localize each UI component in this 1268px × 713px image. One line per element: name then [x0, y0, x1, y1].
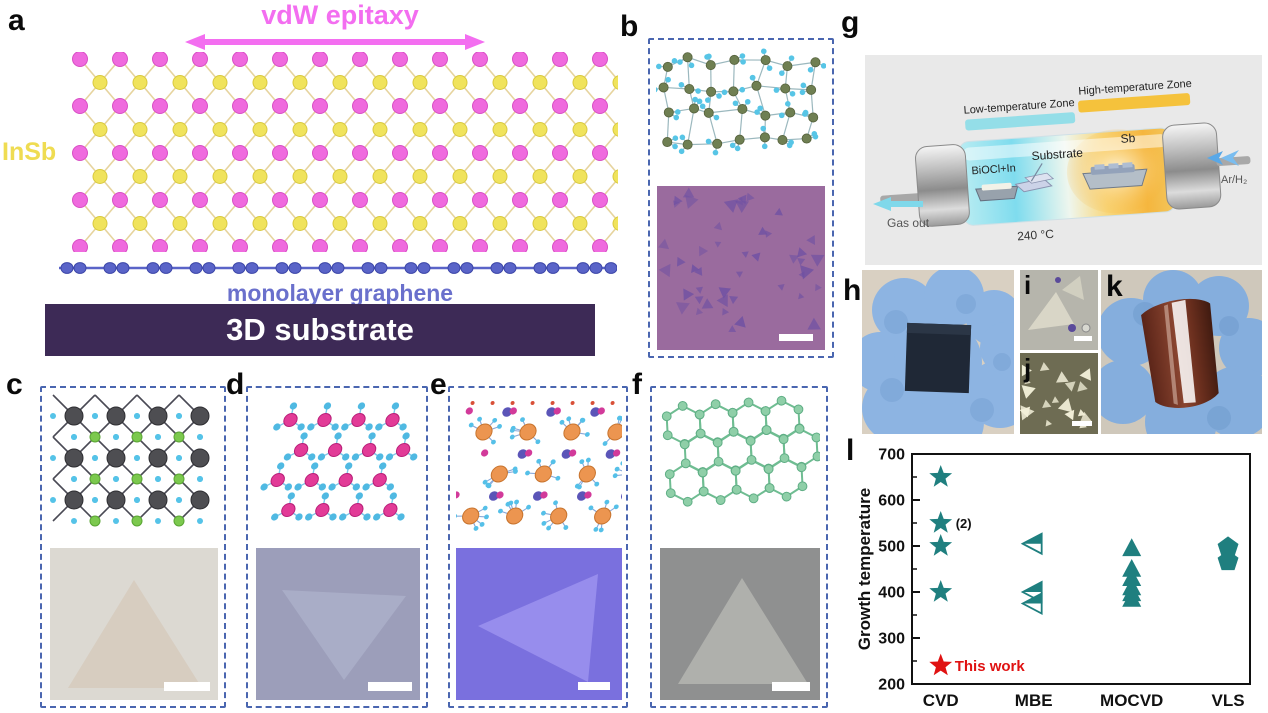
low-temp-zone-bar [965, 112, 1076, 131]
graphene-label: monolayer graphene [226, 280, 454, 306]
gas-out-label: Gas out [887, 216, 930, 230]
panel-c-label: c [6, 368, 23, 401]
panel-f-optical-image [660, 548, 820, 700]
graphene-chain-graphic [59, 262, 617, 274]
panel-c-structure-graphic [50, 394, 210, 527]
panel-k-label: k [1106, 270, 1123, 303]
gas-out-arrow-icon [873, 197, 923, 211]
panel-d-structure-graphic [260, 402, 418, 521]
gas-outlet-rod [880, 192, 927, 204]
svg-text:MBE: MBE [1015, 691, 1053, 710]
vdw-epitaxy-label: vdW epitaxy [261, 0, 419, 30]
svg-text:(2): (2) [956, 516, 972, 531]
panel-k-photo [1101, 270, 1262, 434]
gas-in-arrow-icon [1207, 150, 1239, 166]
source2-label: Sb [1120, 131, 1136, 146]
svg-text:600: 600 [878, 493, 905, 510]
panel-i-label: i [1024, 270, 1032, 300]
panel-a-label: a [8, 4, 25, 37]
panel-l-label: l [846, 434, 855, 467]
svg-text:300: 300 [878, 631, 905, 648]
right-end-cap [1162, 122, 1222, 210]
substrate-label: 3D substrate [226, 312, 414, 347]
high-temp-zone-bar [1078, 93, 1191, 113]
panel-c-box [40, 386, 226, 708]
panel-h-label: h [843, 274, 862, 307]
left-end-cap [915, 144, 970, 227]
svg-text:MOCVD: MOCVD [1100, 691, 1163, 710]
panel-c-optical-image [50, 548, 218, 700]
svg-text:500: 500 [878, 539, 905, 556]
panel-d-optical-image [256, 548, 420, 700]
temperature-label: 240 °C [1017, 227, 1055, 244]
flexible-film-sample [1141, 298, 1219, 408]
panel-b-optical-image [657, 186, 825, 350]
panel-f-structure-graphic [661, 395, 820, 507]
source-boat-low-temp [975, 182, 1019, 202]
substrate-bar: 3D substrate [45, 304, 595, 356]
svg-text:400: 400 [878, 585, 905, 602]
svg-text:200: 200 [878, 677, 905, 694]
panel-d-box [246, 386, 428, 708]
sample-wafer [904, 322, 972, 394]
bn-structure-graphic [656, 48, 826, 156]
vdw-epitaxy-arrow-icon [185, 34, 485, 50]
panel-j-label: j [1024, 353, 1032, 383]
insb-lattice-graphic [72, 52, 618, 252]
panel-j-photo [1020, 353, 1098, 434]
svg-text:VLS: VLS [1211, 691, 1244, 710]
cvd-furnace-schematic: Low-temperature Zone High-temperature Zo… [865, 55, 1262, 265]
panel-e-structure-graphic [456, 401, 622, 533]
svg-text:700: 700 [878, 447, 905, 464]
panel-f-label: f [632, 368, 642, 401]
source-boat-high-temp [1082, 162, 1148, 190]
svg-text:CVD: CVD [923, 691, 959, 710]
panel-e-box [448, 386, 628, 708]
substrate-label-g: Substrate [1031, 146, 1084, 164]
panel-d-label: d [226, 368, 245, 401]
panel-b-box [648, 38, 834, 358]
panel-i-photo [1020, 270, 1098, 350]
insb-material-label: InSb [2, 138, 57, 166]
panel-b-label: b [620, 10, 639, 43]
panel-g-label: g [841, 6, 860, 39]
panel-h-photo [862, 270, 1014, 434]
panel-f-box [650, 386, 828, 708]
svg-text:Growth temperature: Growth temperature [855, 488, 874, 650]
growth-temperature-chart: 200 300 400 500 600 700 Growth temperature CVD M… [855, 447, 1251, 710]
panel-e-optical-image [456, 548, 622, 700]
svg-text:This work: This work [955, 658, 1026, 675]
gas-in-label: Ar/H₂ [1221, 174, 1247, 186]
source1-label: BiOCl+In [971, 162, 1016, 177]
panel-e-label: e [430, 368, 447, 401]
